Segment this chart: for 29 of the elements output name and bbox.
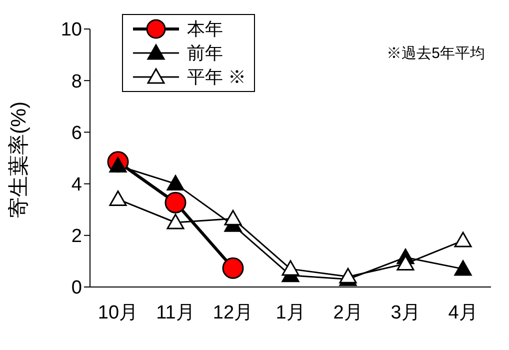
y-tick-label: 4 bbox=[71, 174, 82, 196]
x-tick-label: 2月 bbox=[333, 302, 363, 324]
point bbox=[166, 175, 184, 191]
point bbox=[164, 192, 186, 214]
x-tick-label: 4月 bbox=[448, 302, 478, 324]
y-tick-label: 8 bbox=[71, 71, 82, 92]
y-tick-label: 0 bbox=[71, 278, 82, 299]
legend-label: 本年 bbox=[187, 18, 223, 41]
point bbox=[396, 255, 414, 271]
legend-label: 平年 ※ bbox=[187, 66, 246, 89]
y-tick-label: 2 bbox=[71, 226, 82, 248]
x-tick-label: 12月 bbox=[212, 302, 254, 324]
annotation: ※過去5年平均 bbox=[386, 44, 485, 63]
point bbox=[109, 190, 127, 206]
x-tick-label: 11月 bbox=[156, 302, 195, 324]
x-tick-label: 10月 bbox=[98, 302, 138, 324]
legend-label: 前年 bbox=[187, 42, 223, 65]
point bbox=[224, 210, 242, 226]
point bbox=[222, 257, 244, 279]
x-tick-label: 1月 bbox=[276, 302, 306, 324]
y-tick-label: 10 bbox=[60, 20, 82, 41]
point bbox=[282, 260, 300, 276]
point bbox=[339, 268, 357, 284]
point bbox=[454, 232, 472, 248]
y-axis-title: 寄生葉率(%) bbox=[7, 101, 30, 218]
x-tick-label: 3月 bbox=[390, 302, 420, 324]
y-tick-label: 6 bbox=[71, 122, 82, 144]
point bbox=[166, 214, 184, 230]
point bbox=[454, 260, 472, 276]
